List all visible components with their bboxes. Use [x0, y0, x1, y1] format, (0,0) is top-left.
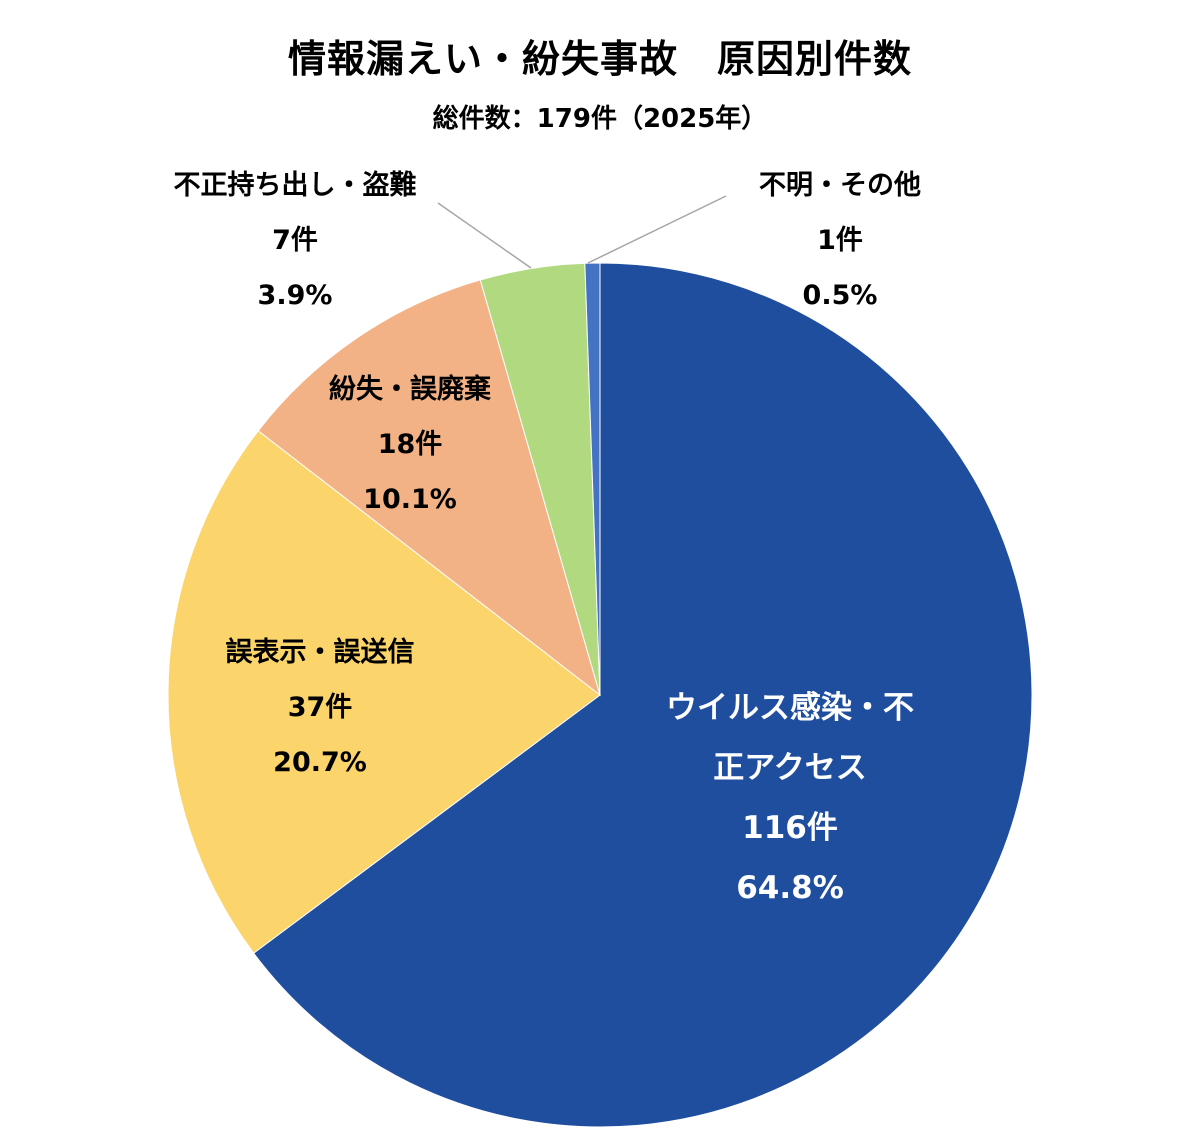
- slice-virus: [252, 262, 1033, 1128]
- label-loss-name: 紛失・誤廃棄: [329, 374, 491, 405]
- label-unknown-pct: 0.5%: [802, 280, 878, 311]
- leader-line-unknown: [587, 195, 727, 264]
- slice-unknown: [584, 262, 601, 696]
- chart-title: 情報漏えい・紛失事故 原因別件数: [287, 37, 912, 81]
- label-loss-pct: 10.1%: [363, 484, 457, 515]
- label-theft: 不正持ち出し・盗難 7件 3.9%: [130, 158, 460, 323]
- leader-line-theft: [437, 202, 532, 269]
- chart-subtitle: 総件数：179件（2025年）: [432, 104, 768, 134]
- label-theft-name: 不正持ち出し・盗難: [173, 170, 417, 201]
- label-loss: 紛失・誤廃棄 18件 10.1%: [280, 362, 540, 527]
- slice-loss: [257, 279, 601, 697]
- label-virus-count: 116件: [742, 810, 838, 846]
- label-misdisplay-pct: 20.7%: [273, 747, 367, 778]
- label-virus-line2: 正アクセス: [713, 750, 867, 786]
- label-unknown-count: 1件: [817, 225, 863, 256]
- label-theft-pct: 3.9%: [257, 280, 333, 311]
- label-virus: ウイルス感染・不 正アクセス 116件 64.8%: [610, 678, 970, 918]
- label-virus-pct: 64.8%: [736, 870, 844, 906]
- label-misdisplay-count: 37件: [287, 692, 353, 723]
- label-misdisplay-name: 誤表示・誤送信: [225, 637, 415, 668]
- slice-misdisplay: [167, 430, 601, 954]
- label-virus-line1: ウイルス感染・不: [666, 690, 914, 726]
- label-loss-count: 18件: [377, 429, 443, 460]
- label-theft-count: 7件: [272, 225, 318, 256]
- label-unknown-name: 不明・その他: [759, 170, 921, 201]
- label-misdisplay: 誤表示・誤送信 37件 20.7%: [170, 625, 470, 790]
- label-unknown: 不明・その他 1件 0.5%: [720, 158, 960, 323]
